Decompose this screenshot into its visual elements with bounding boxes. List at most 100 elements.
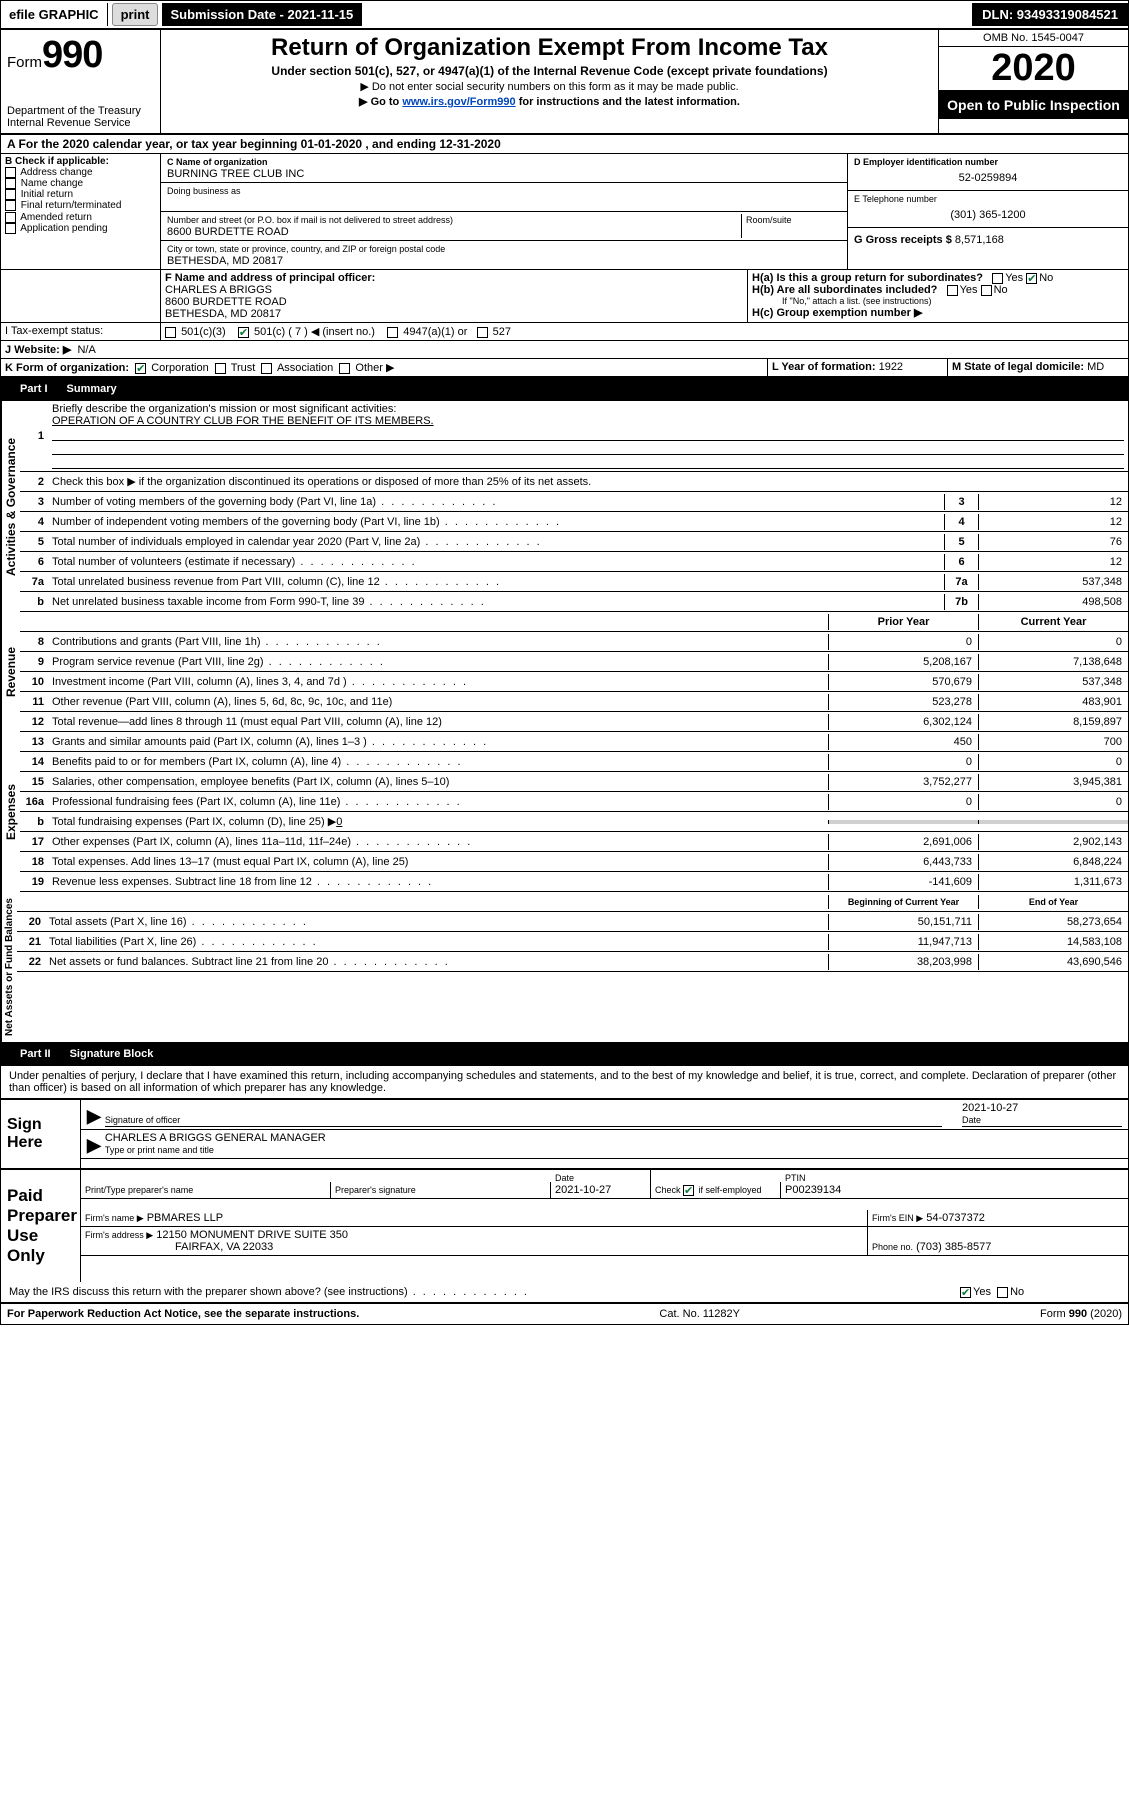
- lbl-pending: Application pending: [20, 223, 107, 234]
- q7b: Net unrelated business taxable income fr…: [48, 594, 944, 610]
- cb-pending[interactable]: [5, 223, 16, 234]
- print-button[interactable]: print: [112, 3, 159, 26]
- irs-label: Internal Revenue Service: [7, 117, 154, 129]
- i-lbl: I Tax-exempt status:: [5, 325, 103, 337]
- lbl-name-change: Name change: [21, 178, 83, 189]
- p9: 5,208,167: [828, 654, 978, 670]
- prep-date-lbl: Date: [555, 1173, 574, 1183]
- v7a: 537,348: [978, 574, 1128, 590]
- ha-lbl: H(a) Is this a group return for subordin…: [752, 272, 983, 284]
- cb-self-emp[interactable]: [683, 1185, 694, 1196]
- c10: 537,348: [978, 674, 1128, 690]
- firm-addr-lbl: Firm's address ▶: [85, 1230, 153, 1240]
- street-lbl: Number and street (or P.O. box if mail i…: [167, 215, 453, 225]
- c9: 7,138,648: [978, 654, 1128, 670]
- omb-number: OMB No. 1545-0047: [939, 30, 1128, 47]
- form990-link[interactable]: www.irs.gov/Form990: [402, 96, 515, 108]
- c19: 1,311,673: [978, 874, 1128, 890]
- cb-name-change[interactable]: [5, 178, 16, 189]
- phone-val: (301) 365-1200: [854, 205, 1122, 225]
- part1-bar: Part I Summary: [1, 377, 1128, 401]
- q5: Total number of individuals employed in …: [48, 534, 944, 550]
- cb-ha-no[interactable]: [1026, 273, 1037, 284]
- lbl-initial: Initial return: [21, 189, 73, 200]
- block-bcdefg: B Check if applicable: Address change Na…: [1, 154, 1128, 270]
- p14: 0: [828, 754, 978, 770]
- v5: 76: [978, 534, 1128, 550]
- e20: 58,273,654: [978, 914, 1128, 930]
- cb-ha-yes[interactable]: [992, 273, 1003, 284]
- dln: DLN: 93493319084521: [972, 3, 1128, 26]
- cb-addr-change[interactable]: [5, 167, 16, 178]
- arrow-icon-2: ▶: [87, 1135, 101, 1156]
- officer-printed: CHARLES A BRIGGS GENERAL MANAGER: [105, 1132, 326, 1144]
- firm-ein-lbl: Firm's EIN ▶: [872, 1213, 923, 1223]
- officer-street: 8600 BURDETTE ROAD: [165, 296, 287, 308]
- part2-tag: Part II: [9, 1045, 62, 1063]
- officer-name: CHARLES A BRIGGS: [165, 284, 272, 296]
- lbl-final: Final return/terminated: [21, 201, 122, 212]
- efile-label: efile GRAPHIC: [1, 3, 108, 26]
- sign-here-lbl: Sign Here: [1, 1100, 81, 1168]
- b20: 50,151,711: [828, 914, 978, 930]
- officer-city: BETHESDA, MD 20817: [165, 308, 281, 320]
- p18: 6,443,733: [828, 854, 978, 870]
- p15: 3,752,277: [828, 774, 978, 790]
- form-number: 990: [42, 34, 102, 76]
- ptin-lbl: PTIN: [785, 1173, 806, 1183]
- cb-hb-yes[interactable]: [947, 285, 958, 296]
- cb-initial[interactable]: [5, 189, 16, 200]
- q1: Briefly describe the organization's miss…: [52, 403, 396, 415]
- sig-officer-lbl: Signature of officer: [105, 1115, 180, 1125]
- l-lbl: L Year of formation:: [772, 361, 876, 373]
- cb-527[interactable]: [477, 327, 488, 338]
- revenue-section: Revenue Prior YearCurrent Year 8Contribu…: [1, 612, 1128, 732]
- part2-title: Signature Block: [70, 1048, 154, 1060]
- self-emp-lbl: Check: [655, 1185, 683, 1195]
- q12: Total revenue—add lines 8 through 11 (mu…: [48, 714, 828, 730]
- cb-corp[interactable]: [135, 363, 146, 374]
- q14: Benefits paid to or for members (Part IX…: [48, 754, 828, 770]
- cb-501c[interactable]: [238, 327, 249, 338]
- prep-name-lbl: Print/Type preparer's name: [85, 1185, 193, 1195]
- firm-phone: (703) 385-8577: [916, 1241, 991, 1253]
- cb-final[interactable]: [5, 200, 16, 211]
- tax-year: 2020: [939, 47, 1128, 91]
- part1-tag: Part I: [9, 380, 59, 398]
- lbl-amended: Amended return: [20, 212, 92, 223]
- room-lbl: Room/suite: [746, 215, 792, 225]
- side-activities: Activities & Governance: [1, 401, 20, 612]
- p17: 2,691,006: [828, 834, 978, 850]
- form-ref: Form 990 (2020): [1040, 1308, 1122, 1320]
- firm-addr1: 12150 MONUMENT DRIVE SUITE 350: [156, 1229, 348, 1241]
- ssn-note: ▶ Do not enter social security numbers o…: [169, 80, 930, 93]
- b22: 38,203,998: [828, 954, 978, 970]
- cb-4947[interactable]: [387, 327, 398, 338]
- website-val: N/A: [77, 344, 95, 356]
- sign-date: 2021-10-27: [962, 1102, 1018, 1114]
- m-lbl: M State of legal domicile:: [952, 361, 1084, 373]
- cb-501c3[interactable]: [165, 327, 176, 338]
- j-lbl: J Website: ▶: [5, 344, 71, 356]
- v4: 12: [978, 514, 1128, 530]
- lbl-corp: Corporation: [151, 362, 208, 374]
- q19: Revenue less expenses. Subtract line 18 …: [48, 874, 828, 890]
- cb-amended[interactable]: [5, 212, 16, 223]
- cb-assoc[interactable]: [261, 363, 272, 374]
- cat-no: Cat. No. 11282Y: [659, 1308, 740, 1320]
- cb-other[interactable]: [339, 363, 350, 374]
- public-inspection: Open to Public Inspection: [939, 91, 1128, 119]
- ein-val: 52-0259894: [854, 168, 1122, 188]
- c8: 0: [978, 634, 1128, 650]
- cb-hb-no[interactable]: [981, 285, 992, 296]
- cb-discuss-no[interactable]: [997, 1287, 1008, 1298]
- block-fh: F Name and address of principal officer:…: [1, 270, 1128, 323]
- q6: Total number of volunteers (estimate if …: [48, 554, 944, 570]
- expenses-section: Expenses 13Grants and similar amounts pa…: [1, 732, 1128, 892]
- c14: 0: [978, 754, 1128, 770]
- city-val: BETHESDA, MD 20817: [167, 255, 283, 267]
- c15: 3,945,381: [978, 774, 1128, 790]
- cb-discuss-yes[interactable]: [960, 1287, 971, 1298]
- p11: 523,278: [828, 694, 978, 710]
- cb-trust[interactable]: [215, 363, 226, 374]
